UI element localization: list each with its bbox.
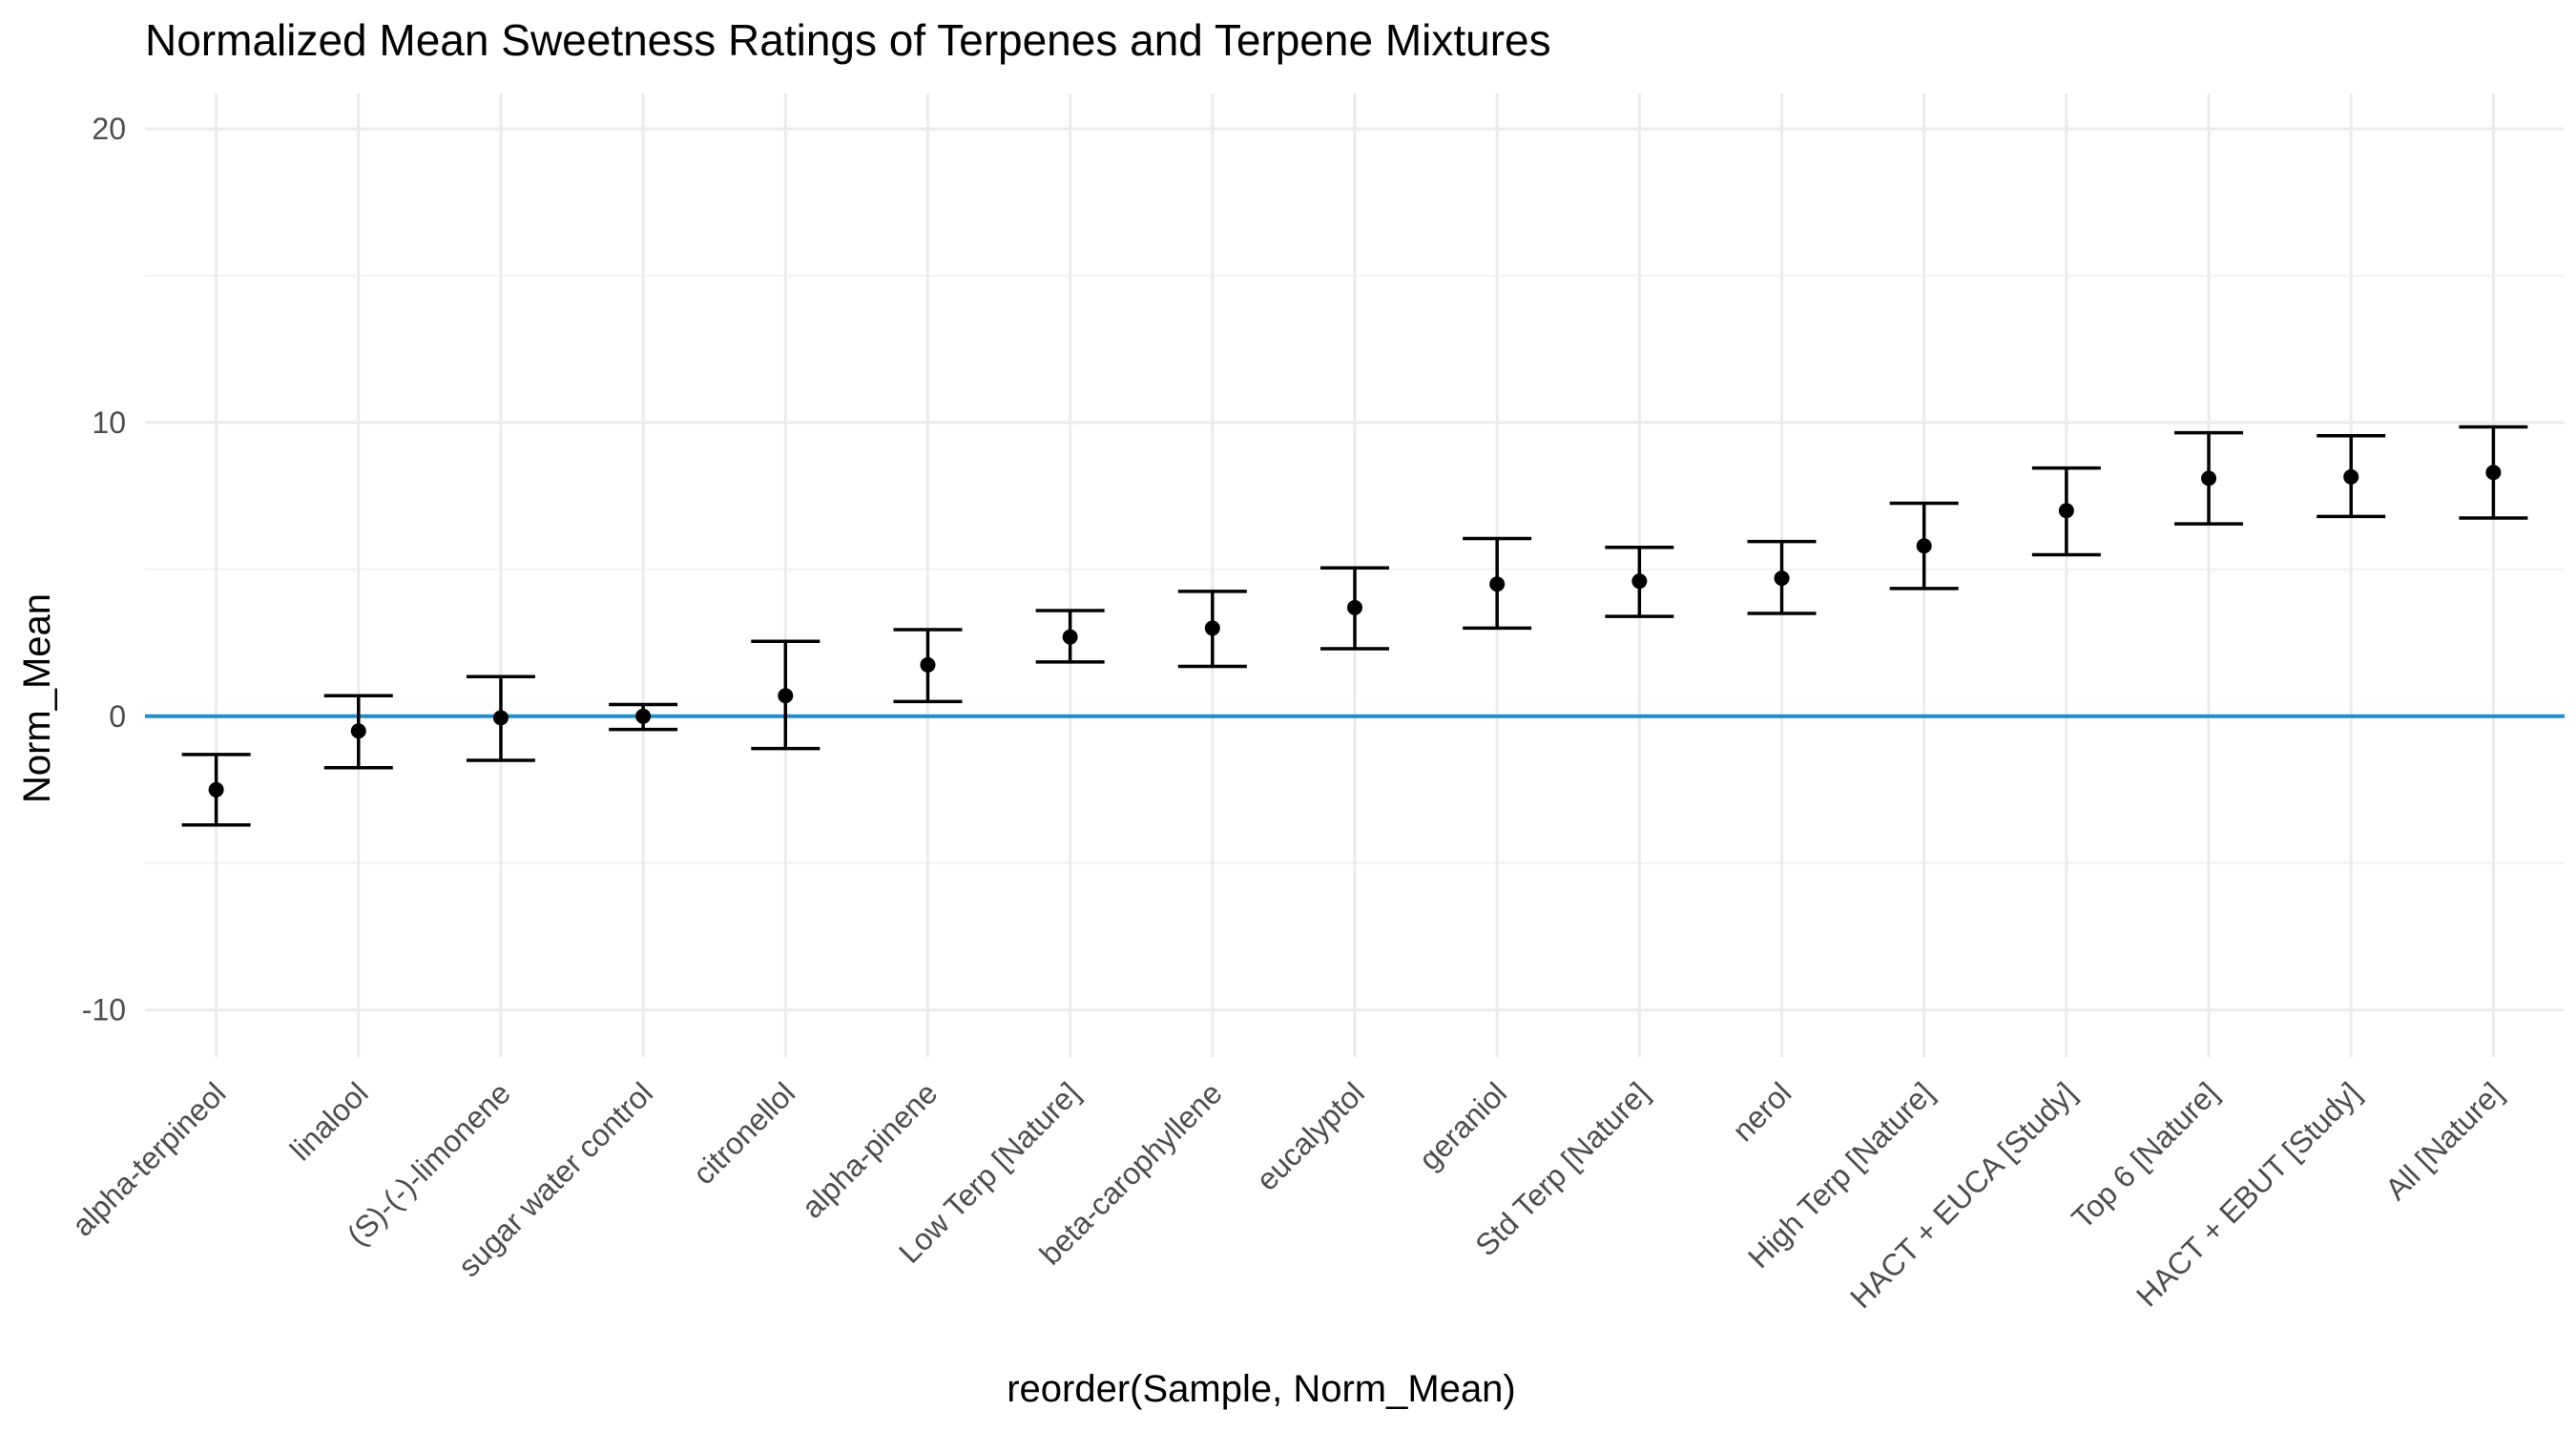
data-point [635,708,652,724]
data-point [2058,503,2074,519]
data-point [1489,576,1506,592]
data-point [1347,599,1362,615]
errorbar-point [1320,566,1389,651]
data-point [492,710,509,726]
data-marks [181,425,2528,827]
data-point [1631,573,1648,590]
y-tick-label: 0 [109,699,126,734]
data-point [2343,468,2359,485]
x-tick-label: eucalyptol [1250,1075,1371,1196]
y-axis-title: Norm_Mean [16,593,58,803]
errorbar-point [1747,539,1817,615]
data-point [1774,570,1790,587]
x-tick-label: linalool [283,1075,375,1167]
x-axis-title: reorder(Sample, Norm_Mean) [1007,1368,1516,1410]
x-tick-label: alpha-pinene [795,1075,944,1224]
errorbar-point [181,753,251,827]
y-tick-label: 20 [92,112,126,146]
errorbar-point [1605,545,1674,618]
data-point [920,656,936,673]
data-point [208,781,224,798]
errorbar-point [609,702,678,732]
errorbar-point [2174,430,2244,526]
errorbar-point [1889,501,1959,591]
errorbar-point [1035,609,1105,664]
errorbar-point [2459,425,2528,520]
errorbar-point [2316,433,2386,519]
errorbar-point [1463,536,1532,631]
data-point [1062,629,1078,645]
x-tick-label: All [Nature] [2379,1075,2509,1206]
data-point [778,688,794,704]
errorbar-point [2031,466,2101,557]
data-point [350,723,366,739]
chart-title: Normalized Mean Sweetness Ratings of Ter… [145,15,1551,65]
x-tick-label: citronellol [686,1075,801,1191]
x-tick-label: nerol [1726,1075,1798,1148]
x-tick-label: Top 6 [Nature] [2065,1075,2225,1235]
errorbar-point [323,694,393,770]
x-tick-label: geraniol [1412,1075,1513,1176]
data-point [1916,538,1932,554]
data-point [2485,465,2502,481]
data-point [1204,620,1220,636]
y-tick-label: -10 [82,993,126,1027]
errorbar-point [751,639,821,751]
errorbar-point [1177,590,1247,669]
data-point [2201,470,2217,487]
errorbar-point [893,628,963,704]
errorbar-point [466,674,535,762]
x-tick-label: alpha-terpineol [65,1075,232,1242]
x-tick-labels: alpha-terpineol linalool(S)-(-)-limonenes… [65,1075,2509,1315]
y-tick-label: 10 [92,405,126,440]
y-tick-labels: -10 0 10 20 [82,112,126,1027]
